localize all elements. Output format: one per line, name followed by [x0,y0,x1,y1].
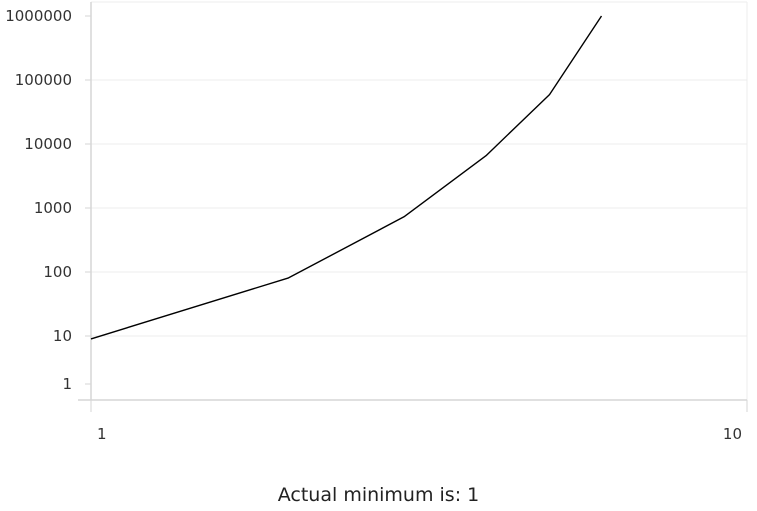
chart-caption: Actual minimum is: 1 [277,484,480,506]
y-tick-label: 1000 [34,199,72,217]
series-layer [90,15,603,340]
y-tick-label: 1000000 [5,7,72,25]
tick-labels: 1 10 100 1000 10000 100000 1000000 1 10 [5,7,742,443]
y-tick-label: 100 [43,263,72,281]
y-tick-label: 100000 [15,71,72,89]
x-tick-label: 1 [97,425,107,443]
series-line [90,15,603,340]
y-tick-label: 10 [53,327,72,345]
y-tick-label: 10000 [24,135,72,153]
axes [78,2,748,412]
y-tick-label: 1 [62,375,72,393]
grid [91,1,748,400]
x-tick-label: 10 [723,425,742,443]
